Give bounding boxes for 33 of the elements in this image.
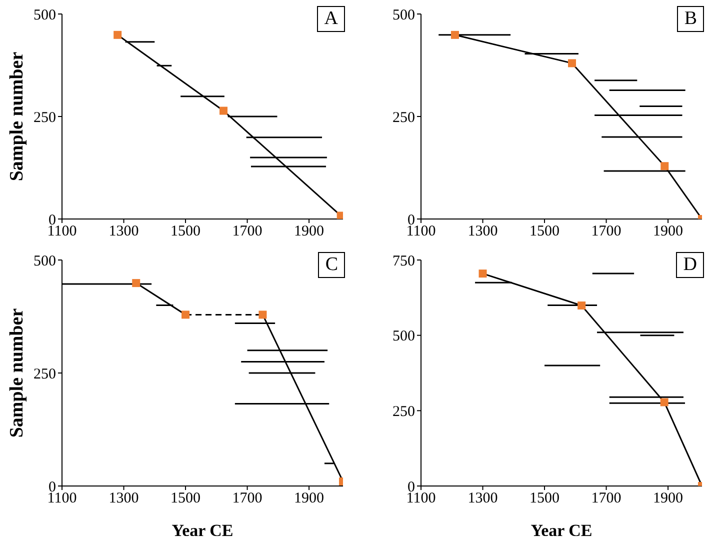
annotation: B	[677, 6, 704, 32]
y-tick-label: 500	[34, 7, 56, 24]
y-tick-label: 250	[392, 404, 415, 420]
x-tick-label: 1300	[468, 224, 498, 240]
x-tick-label: 1700	[591, 224, 622, 240]
x-tick-label: 1300	[108, 490, 139, 507]
x-tick-label: 1900	[294, 490, 324, 507]
x-tick-label: 1700	[232, 490, 262, 507]
x-tick-label: 1900	[653, 224, 684, 240]
x-tick-label: 1500	[170, 224, 201, 240]
x-axis-title: Year CE	[172, 521, 234, 537]
x-tick-label: 1300	[468, 490, 498, 507]
x-tick-label: 1500	[170, 490, 201, 507]
x-tick-label: 1300	[108, 224, 139, 240]
x-tick-label: 1900	[294, 224, 324, 240]
x-tick-label: 1700	[591, 490, 622, 507]
annotation: D	[676, 252, 704, 278]
y-tick-label: 500	[392, 7, 415, 24]
y-tick-label: 750	[392, 253, 415, 270]
y-tick-label: 500	[34, 253, 56, 270]
x-tick-label: 1500	[530, 224, 560, 240]
x-axis-title: Year CE	[530, 521, 592, 537]
x-tick-label: 1700	[232, 224, 262, 240]
y-axis-title: Sample number	[6, 51, 28, 182]
y-tick-label: 250	[392, 110, 415, 126]
y-tick-label: 250	[34, 110, 56, 126]
x-tick-label: 1500	[530, 490, 560, 507]
annotation: A	[317, 6, 345, 32]
x-tick-label: 1900	[653, 490, 684, 507]
annotation: C	[318, 252, 345, 278]
y-tick-label: 250	[34, 366, 56, 382]
y-axis-title: Sample number	[6, 308, 28, 438]
y-tick-label: 500	[392, 328, 415, 345]
